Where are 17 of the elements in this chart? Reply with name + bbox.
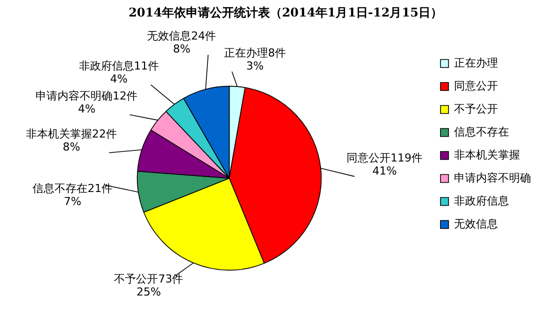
data-label: 申请内容不明确12件 4% (36, 90, 138, 116)
legend-label: 非政府信息 (454, 194, 509, 208)
data-label: 非政府信息11件 4% (78, 60, 159, 86)
data-label: 正在办理8件 3% (224, 46, 286, 72)
chart-title: 2014年依申请公开统计表（2014年1月1日-12月15日） (128, 5, 442, 20)
data-label: 不予公开73件 25% (114, 272, 184, 299)
legend-label: 无效信息 (454, 217, 498, 230)
data-label: 同意公开119件 41% (346, 151, 423, 178)
legend-label: 同意公开 (454, 79, 498, 92)
legend-label: 申请内容不明确 (454, 171, 531, 184)
data-label: 无效信息24件 8% (147, 30, 216, 56)
data-label: 非本机关掌握22件 8% (26, 128, 118, 154)
legend-label: 非本机关掌握 (454, 148, 520, 162)
data-label: 信息不存在21件 7% (32, 182, 113, 208)
legend-label: 信息不存在 (454, 125, 509, 138)
legend-label: 正在办理 (454, 56, 498, 70)
legend-label: 不予公开 (454, 102, 498, 116)
